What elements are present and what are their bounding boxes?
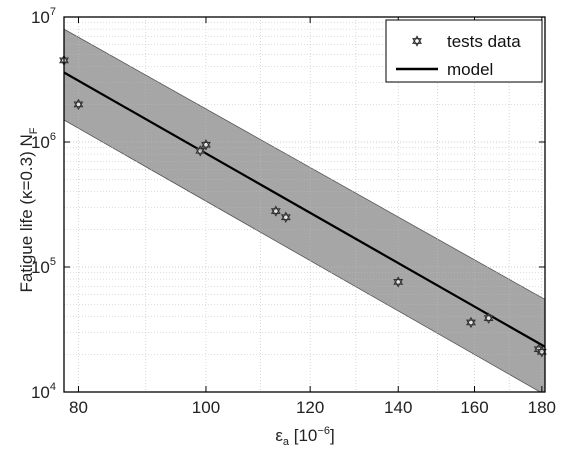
x-tick-label: 180 — [528, 398, 556, 417]
legend: tests data model — [385, 19, 543, 83]
y-tick-exponent: 5 — [50, 256, 56, 268]
y-axis-label-main: Fatigue life (κ=0.3) N — [17, 134, 36, 292]
data-point — [201, 139, 211, 151]
legend-label-model: model — [447, 60, 493, 79]
y-tick-base: 10 — [31, 383, 50, 402]
x-tick-label: 100 — [192, 398, 220, 417]
legend-label-tests-data: tests data — [447, 32, 521, 51]
x-tick-label: 160 — [460, 398, 488, 417]
legend-marker-hexagram — [412, 35, 422, 47]
y-tick-base: 10 — [31, 258, 50, 277]
grid-layer — [64, 17, 545, 392]
data-point — [483, 312, 494, 324]
x-axis-label-end: ] — [330, 426, 335, 445]
legend-hexagram-icon — [412, 35, 422, 47]
y-tick-base: 10 — [31, 133, 50, 152]
model-line-layer — [64, 71, 545, 348]
data-point — [280, 211, 291, 223]
y-axis-label-sub: F — [28, 127, 40, 134]
legend-box — [385, 19, 543, 83]
y-axis-label: Fatigue life (κ=0.3) NF — [17, 127, 40, 292]
y-tick-label: 106 — [31, 131, 56, 152]
y-tick-exponent: 7 — [50, 6, 56, 18]
data-point — [393, 276, 404, 288]
x-axis-label: εa [10−6] — [275, 425, 334, 448]
plot-frame — [63, 16, 546, 393]
y-tick-label: 107 — [31, 6, 56, 27]
y-tick-exponent: 4 — [50, 381, 56, 393]
data-point — [536, 346, 547, 358]
data-point — [73, 98, 84, 111]
x-tick-label: 80 — [69, 398, 88, 417]
model-line — [64, 71, 545, 348]
y-tick-label: 104 — [31, 381, 56, 402]
tests-data-points — [59, 54, 547, 358]
x-tick-label: 140 — [384, 398, 412, 417]
x-axis-label-sub: a — [283, 436, 290, 448]
data-point — [195, 145, 206, 157]
data-point — [270, 205, 281, 217]
x-axis-label-sup: −6 — [317, 425, 330, 437]
x-axis-label-rest: [10 — [289, 426, 317, 445]
y-tick-exponent: 6 — [50, 131, 56, 143]
data-point — [466, 316, 476, 329]
y-tick-base: 10 — [31, 8, 50, 27]
y-tick-label: 105 — [31, 256, 56, 277]
x-axis-ticks: 80 100 120 140 160 180 — [69, 17, 556, 417]
x-tick-label: 120 — [296, 398, 324, 417]
x-axis-label-main: ε — [275, 426, 283, 445]
